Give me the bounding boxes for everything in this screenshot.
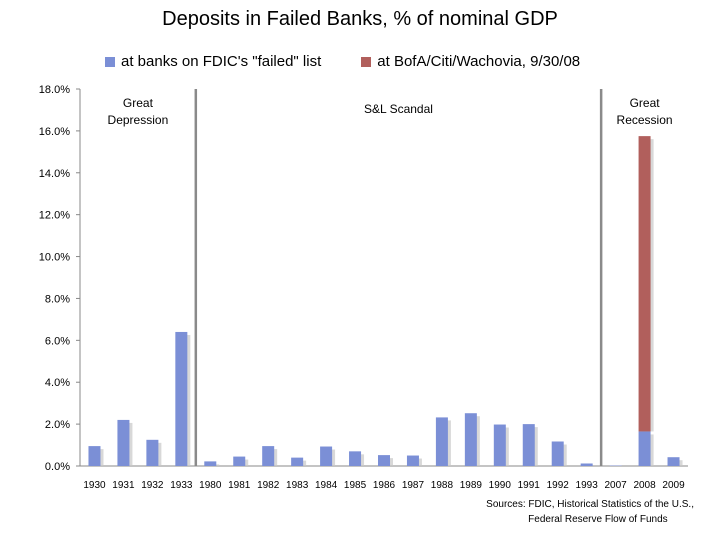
- bar-failed-list-1983: [291, 457, 304, 466]
- y-tick-label: 12.0%: [39, 210, 70, 222]
- source-line-2: Federal Reserve Flow of Funds: [528, 514, 668, 525]
- x-tick-label: 2008: [633, 480, 656, 491]
- bar-failed-list-1984: [320, 446, 333, 466]
- bar-failed-list-1989: [464, 413, 477, 466]
- bar-failed-list-2009: [667, 457, 680, 466]
- legend-item-big-banks: at BofA/Citi/Wachovia, 9/30/08: [361, 53, 580, 70]
- bar-failed-list-1988: [435, 417, 448, 466]
- legend-item-failed-list: at banks on FDIC's "failed" list: [105, 53, 321, 70]
- legend-swatch-big-banks: [361, 56, 372, 67]
- x-tick-label: 1993: [576, 480, 599, 491]
- bar-big-banks-2008: [638, 136, 651, 432]
- bar-failed-list-1987: [406, 455, 419, 466]
- source-note: Sources: FDIC, Historical Statistics of …: [486, 497, 694, 527]
- x-tick-label: 1930: [83, 480, 106, 491]
- bar-failed-list-1930: [88, 446, 101, 466]
- bar-failed-list-1932: [146, 439, 159, 466]
- y-tick-label: 16.0%: [39, 126, 70, 138]
- x-tick-label: 1983: [286, 480, 309, 491]
- y-tick-label: 6.0%: [45, 335, 70, 347]
- bar-failed-list-1980: [204, 461, 217, 466]
- x-tick-label: 1932: [141, 480, 164, 491]
- y-tick-label: 2.0%: [45, 419, 70, 431]
- chart-title: Deposits in Failed Banks, % of nominal G…: [162, 8, 558, 30]
- bar-failed-list-1981: [233, 456, 246, 466]
- y-tick-label: 10.0%: [39, 252, 70, 264]
- x-tick-label: 1992: [547, 480, 570, 491]
- x-tick-label: 1981: [228, 480, 251, 491]
- x-tick-label: 1985: [344, 480, 367, 491]
- y-tick-label: 8.0%: [45, 293, 70, 305]
- annotation-great-recession: Great Recession: [617, 96, 673, 127]
- x-tick-label: 1980: [199, 480, 222, 491]
- bar-failed-list-1992: [551, 441, 564, 466]
- annotation-sl-scandal: S&L Scandal: [364, 102, 433, 116]
- bar-failed-list-1990: [493, 424, 506, 466]
- bar-failed-list-1991: [522, 424, 535, 466]
- x-tick-label: 1987: [402, 480, 425, 491]
- x-tick-label: 1988: [431, 480, 454, 491]
- bar-failed-list-1986: [378, 455, 390, 466]
- y-tick-label: 18.0%: [39, 84, 70, 96]
- x-tick-label: 2009: [662, 480, 685, 491]
- y-tick-label: 14.0%: [39, 168, 70, 180]
- x-tick-label: 1986: [373, 480, 396, 491]
- legend-label-failed-list: at banks on FDIC's "failed" list: [121, 53, 322, 70]
- source-line-1: Sources: FDIC, Historical Statistics of …: [486, 499, 694, 510]
- legend-swatch-failed-list: [105, 56, 115, 67]
- bar-failed-list-2008: [638, 431, 651, 466]
- x-tick-label: 1991: [518, 480, 541, 491]
- x-tick-label: 1931: [112, 480, 135, 491]
- bar-failed-list-1933: [175, 331, 188, 466]
- x-tick-label: 1933: [170, 480, 193, 491]
- annotation-great-depression: Great Depression: [108, 96, 169, 127]
- y-tick-label: 0.0%: [45, 461, 70, 473]
- bar-failed-list-1993: [580, 463, 593, 466]
- legend-label-big-banks: at BofA/Citi/Wachovia, 9/30/08: [377, 53, 581, 70]
- bar-failed-list-1931: [117, 419, 130, 466]
- y-tick-label: 4.0%: [45, 377, 70, 389]
- bar-failed-list-1982: [262, 446, 275, 466]
- x-tick-label: 1990: [489, 480, 512, 491]
- x-tick-label: 1984: [315, 480, 338, 491]
- bar-failed-list-1985: [349, 451, 362, 466]
- x-tick-label: 1982: [257, 480, 280, 491]
- x-tick-label: 1989: [460, 480, 483, 491]
- x-tick-label: 2007: [604, 480, 627, 491]
- legend: at banks on FDIC's "failed" list at BofA…: [105, 53, 620, 70]
